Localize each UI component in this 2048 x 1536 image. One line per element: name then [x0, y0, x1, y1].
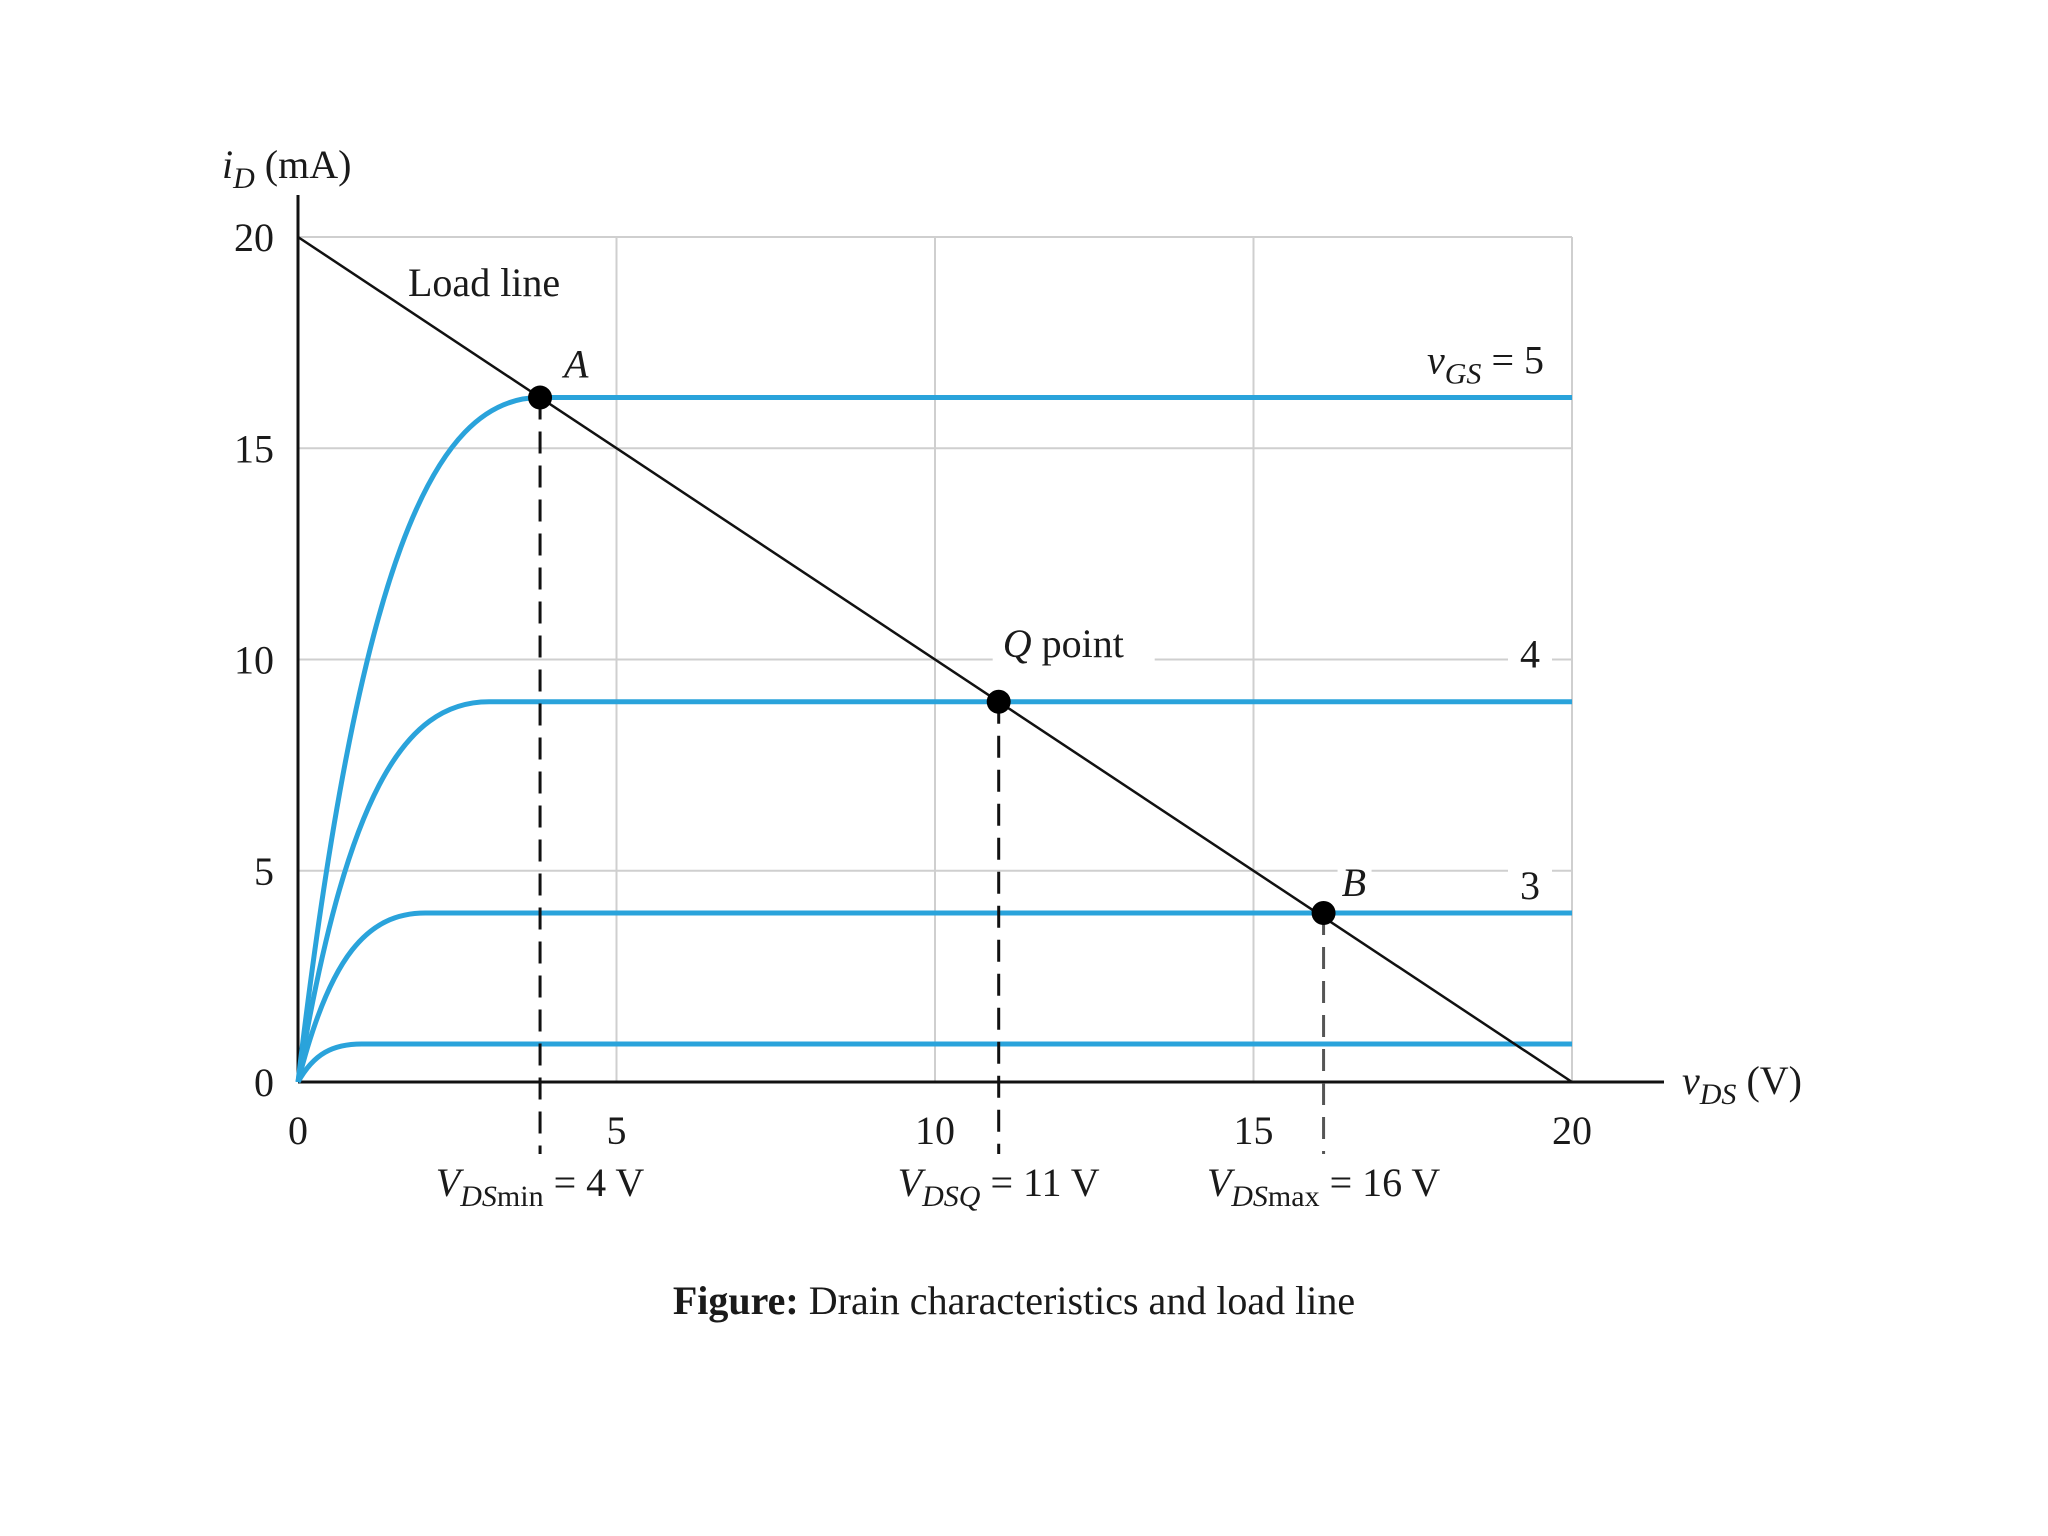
curve-label-3: 3 [1520, 863, 1540, 908]
x-tick-label: 0 [288, 1108, 308, 1153]
curve-label-bg-2 [1508, 625, 1552, 672]
y-tick-label: 5 [254, 849, 274, 894]
curve-label-vgs5: vGS = 5 [1427, 338, 1544, 391]
operating-point-3 [1311, 901, 1336, 925]
axes [296, 195, 1664, 1084]
load-line-label: Load line [408, 260, 560, 305]
load-line [297, 235, 1573, 1084]
drain-curve-4 [295, 1041, 1572, 1084]
point-label-b: B [1342, 860, 1366, 905]
drain-curve-1 [295, 395, 1572, 1083]
point-label-a: A [561, 342, 589, 387]
drain-curves [295, 395, 1572, 1084]
x-tick-label: 15 [1234, 1108, 1274, 1153]
chart-labels: 0 5 10 15 20 0 5 10 15 20 iD (mA) vDS (V) Load lineA… [222, 142, 1802, 1323]
x-tick-label: 5 [607, 1108, 627, 1153]
vds-annotation-3: VDSmax = 16 V [1207, 1160, 1441, 1213]
drain-curve-3 [295, 910, 1572, 1083]
y-tick-label: 10 [234, 638, 274, 683]
x-tick-label: 10 [915, 1108, 955, 1153]
load-line-group [297, 235, 1573, 1084]
vds-annotation-1: VDSmin = 4 V [436, 1160, 645, 1213]
y-axis-title: iD (mA) [222, 142, 351, 195]
x-axis-title: vDS (V) [1682, 1058, 1802, 1111]
b-label-bg [1337, 859, 1372, 903]
figure-caption: Figure: Drain characteristics and load l… [673, 1278, 1355, 1323]
y-tick-label: 0 [254, 1060, 274, 1105]
y-tick-label: 20 [234, 215, 274, 260]
vds-annotation-2: VDSQ = 11 V [898, 1160, 1100, 1213]
curve-label-bg-3 [1508, 857, 1552, 903]
operating-point-2 [986, 689, 1011, 714]
operating-points [528, 385, 1336, 1154]
x-tick-label: 20 [1552, 1108, 1592, 1153]
point-label-q: Q point [1003, 621, 1124, 666]
operating-point-1 [528, 385, 553, 410]
q-label-bg [992, 607, 1155, 662]
drain-curve-2 [295, 699, 1572, 1083]
curve-label-4: 4 [1520, 632, 1540, 677]
y-tick-label: 15 [234, 426, 274, 471]
